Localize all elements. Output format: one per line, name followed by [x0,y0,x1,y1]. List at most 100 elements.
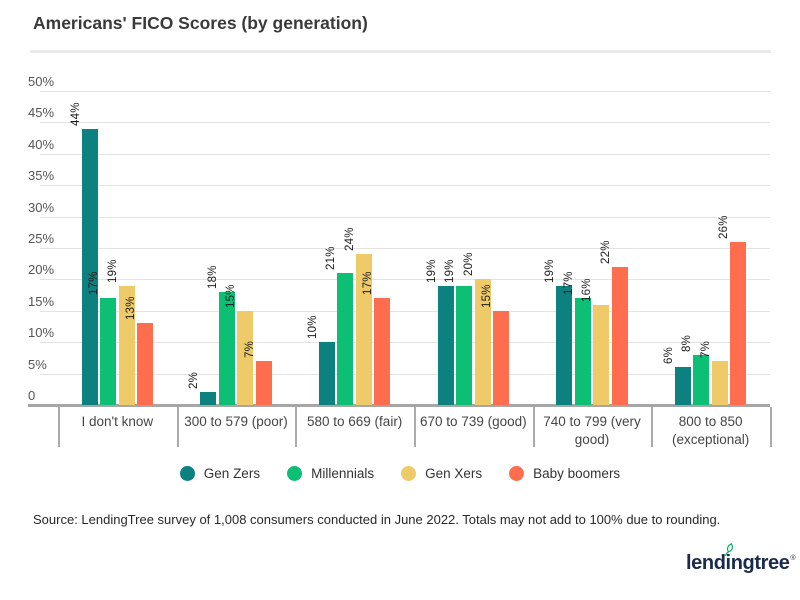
bar-value-label: 17% [88,271,101,296]
bar-millennials [337,273,354,405]
axis-tick [414,407,416,447]
bar-gen-xers [237,310,254,405]
legend-label: Gen Xers [425,466,483,481]
y-axis-tick-label: 50% [28,74,55,89]
legend-item: Baby boomers [509,466,620,481]
y-axis-tick-label: 45% [28,105,55,121]
bar-value-label: 17% [562,271,575,296]
title-divider [30,50,771,53]
bar-millennials [456,285,473,405]
bar-gen-zers [318,342,335,405]
gridline [40,373,770,375]
bar-gen-xers [355,254,372,405]
bar-value-label: 17% [362,271,375,296]
bar-gen-xers [593,304,610,405]
bar-baby-boomers [611,266,628,405]
bar-baby-boomers [255,361,272,405]
y-axis-tick-label: 15% [28,293,55,309]
logo-part3: ngtree [730,552,790,574]
logo-wordmark: lendi ngtree® [686,543,796,574]
x-axis-category-label: 740 to 799 (very good) [543,414,641,447]
bar-gen-zers [437,285,454,405]
gridline [40,122,770,124]
bar-gen-xers [474,279,491,405]
legend-swatch-baby-boomers [509,466,525,481]
axis-tick [770,407,772,447]
bar-gen-zers [81,128,98,405]
axis-tick [58,407,60,447]
logo-part2: i [725,552,732,574]
x-axis-category-label: I don't know [81,414,154,429]
bar-value-label: 10% [306,315,319,340]
bar-gen-zers [556,285,573,405]
bar-gen-zers [674,367,691,405]
bar-value-label: 19% [106,259,119,283]
gridline [40,91,770,92]
x-axis-category-label: 580 to 669 (fair) [307,414,403,429]
legend-item: Gen Xers [401,466,482,481]
gridline [40,279,770,281]
axis-tick [176,407,179,447]
bar-value-label: 20% [462,252,475,277]
y-axis-tick-label: 0 [28,388,36,403]
legend-item: Gen Zers [179,466,261,481]
y-axis-tick-label: 25% [28,231,55,246]
legend-swatch-gen-zers [179,466,195,481]
y-axis-tick-label: 20% [28,262,55,278]
bar-gen-xers [118,285,135,405]
bar-value-label: 16% [581,277,594,302]
gridline [40,216,770,218]
bar-millennials [100,298,117,405]
gridline [40,248,770,249]
bar-value-label: 7% [243,341,256,359]
legend-label: Millennials [311,466,375,481]
bar-value-label: 26% [718,215,731,239]
y-axis-tick-label: 35% [28,168,55,184]
bar-baby-boomers [374,298,391,405]
leaf-icon [724,543,733,556]
gridline [40,310,770,312]
registered-mark: ® [790,555,796,562]
bar-value-label: 2% [188,372,201,390]
legend-swatch-gen-xers [401,466,417,481]
gridline [40,342,770,344]
gridline [40,185,770,187]
legend-label: Baby boomers [533,466,621,481]
page-title: Americans' FICO Scores (by generation) [33,13,368,33]
bar-millennials [574,298,591,405]
y-axis-tick-label: 30% [28,199,55,215]
logo-part1: lend [686,552,726,574]
bar-value-label: 24% [343,227,356,252]
axis-tick [532,407,535,447]
axis-tick [651,407,654,447]
x-axis-line [28,404,770,407]
bar-value-label: 13% [125,296,138,321]
bar-value-label: 15% [225,284,238,308]
bar-value-label: 22% [599,240,612,264]
bar-baby-boomers [137,323,154,405]
bar-gen-zers [200,392,217,405]
bar-value-label: 19% [544,259,557,283]
bar-value-label: 21% [325,246,338,271]
bar-baby-boomers [730,241,747,405]
bar-millennials [693,354,710,405]
legend-item: Millennials [287,466,374,481]
lendingtree-logo: lendi ngtree® [686,543,796,575]
bar-millennials [218,291,235,405]
bar-baby-boomers [493,310,510,405]
x-axis-category-label: 800 to 850 (exceptional) [672,414,750,447]
bar-value-label: 15% [481,284,494,308]
legend-label: Gen Zers [203,466,261,481]
axis-tick [295,407,298,447]
y-axis-tick-label: 40% [28,136,55,152]
bar-gen-xers [711,361,728,405]
bar-value-label: 7% [699,341,712,359]
y-axis-tick-label: 5% [28,356,47,372]
x-axis-category-label: 300 to 579 (poor) [184,414,288,429]
bar-value-label: 19% [425,259,438,283]
source-note: Source: LendingTree survey of 1,008 cons… [33,512,721,527]
bar-value-label: 18% [206,265,219,289]
bar-value-label: 19% [444,259,457,283]
